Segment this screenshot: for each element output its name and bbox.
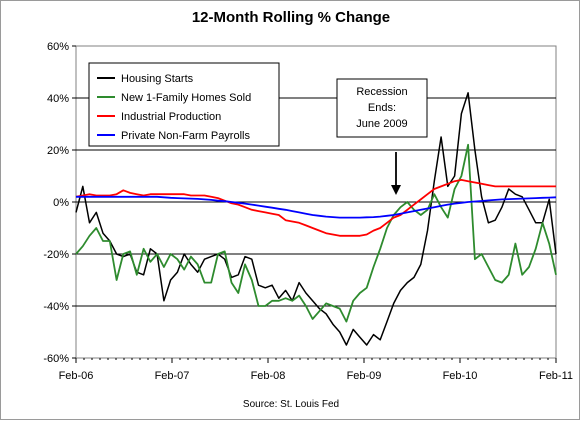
annotation-box: [336, 78, 428, 138]
series-line-housing-starts: [75, 92, 557, 346]
x-tick-label: Feb-11: [539, 370, 573, 382]
legend-label-industrial-production: Industrial Production: [121, 111, 221, 123]
x-tick-label: Feb-10: [443, 370, 478, 382]
y-tick-label: -20%: [43, 249, 69, 261]
y-tick-label: 60%: [47, 41, 69, 53]
y-tick-label: 0%: [53, 197, 69, 209]
x-tick-label: Feb-08: [251, 370, 286, 382]
y-tick-label: -60%: [43, 353, 69, 365]
legend-label-private-non-farm-payrolls: Private Non-Farm Payrolls: [121, 130, 250, 142]
x-tick-label: Feb-07: [155, 370, 190, 382]
chart-title: 12-Month Rolling % Change: [191, 9, 391, 26]
annotation-text: Ends:: [368, 102, 396, 114]
y-tick-label: -40%: [43, 301, 69, 313]
x-tick-label: Feb-06: [59, 370, 94, 382]
chart-source: Source: St. Louis Fed: [242, 399, 340, 410]
series-line-new-1-family-homes-sold: [75, 143, 557, 323]
legend-label-new-1-family-homes-sold: New 1-Family Homes Sold: [121, 92, 251, 104]
annotation-text: June 2009: [356, 118, 407, 130]
series-line-industrial-production: [75, 178, 556, 237]
y-tick-label: 20%: [47, 145, 69, 157]
legend-box: [88, 62, 280, 147]
annotation-arrow-head: [391, 185, 401, 195]
legend-label-housing-starts: Housing Starts: [121, 73, 194, 85]
x-tick-label: Feb-09: [347, 370, 382, 382]
series-line-private-non-farm-payrolls: [76, 195, 557, 219]
annotation-text: Recession: [356, 86, 407, 98]
y-tick-label: 40%: [47, 93, 69, 105]
